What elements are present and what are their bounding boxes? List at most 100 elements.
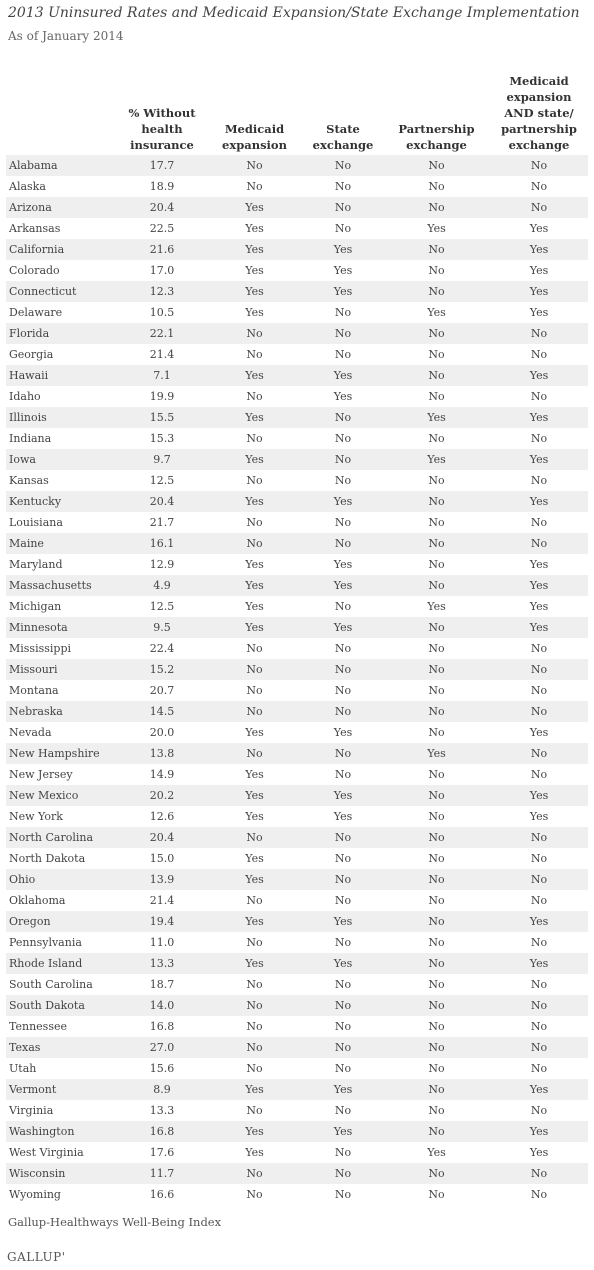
column-header: Partnership exchange: [398, 122, 475, 152]
table-row: Oregon 19.4 Yes Yes No Yes: [6, 911, 588, 932]
value-cell: 19.4: [118, 911, 206, 932]
value-cell: 15.0: [149, 852, 175, 865]
value-cell: No: [334, 768, 352, 781]
value-cell: No: [246, 348, 263, 361]
table-row: Oklahoma 21.4 No No No No: [6, 890, 588, 911]
state-name-cell: Washington: [6, 1121, 118, 1142]
value-cell: No: [303, 659, 383, 680]
value-cell: 18.7: [149, 978, 175, 991]
value-cell: Yes: [206, 785, 303, 806]
value-cell: Yes: [245, 1146, 264, 1159]
value-cell: 17.7: [118, 155, 206, 176]
value-cell: No: [246, 1062, 263, 1075]
table-subtitle: As of January 2014: [8, 29, 124, 43]
value-cell: No: [303, 1037, 383, 1058]
value-cell: No: [383, 239, 490, 260]
value-cell: No: [490, 827, 588, 848]
value-cell: 7.1: [118, 365, 206, 386]
table-row: Connecticut 12.3 Yes Yes No Yes: [6, 281, 588, 302]
value-cell: Yes: [206, 1079, 303, 1100]
value-cell: Yes: [206, 1121, 303, 1142]
state-name-cell: New York: [9, 810, 63, 823]
value-cell: No: [428, 264, 445, 277]
value-cell: Yes: [529, 810, 549, 823]
table-body: Alabama 17.7 No No No No Alaska 18.9 No No No No Ari…: [6, 155, 588, 1205]
value-cell: No: [303, 155, 383, 176]
table-row: Wisconsin 11.7 No No No No: [6, 1163, 588, 1184]
table-row: Idaho 19.9 No Yes No No: [6, 386, 588, 407]
value-cell: No: [490, 155, 588, 176]
value-cell: Yes: [303, 785, 383, 806]
value-cell: Yes: [529, 1146, 549, 1159]
state-name-cell: South Dakota: [6, 995, 118, 1016]
state-name-cell: Georgia: [9, 348, 54, 361]
table-row: Wyoming 16.6 No No No No: [6, 1184, 588, 1205]
value-cell: 20.4: [118, 491, 206, 512]
state-name-cell: Tennessee: [9, 1020, 67, 1033]
value-cell: No: [530, 642, 548, 655]
table-row: New Jersey 14.9 Yes No No No: [6, 764, 588, 785]
value-cell: 12.6: [149, 810, 175, 823]
value-cell: No: [206, 659, 303, 680]
value-cell: No: [428, 180, 445, 193]
state-name-cell: Michigan: [9, 600, 62, 613]
state-name-cell: New Mexico: [6, 785, 118, 806]
value-cell: Yes: [245, 726, 264, 739]
table-row: Maryland 12.9 Yes Yes No Yes: [6, 554, 588, 575]
header-row: % Without health insurance Medicaid expan…: [6, 57, 588, 155]
state-name-cell: Oregon: [6, 911, 118, 932]
value-cell: Yes: [490, 953, 588, 974]
table-row: Indiana 15.3 No No No No: [6, 428, 588, 449]
value-cell: Yes: [206, 449, 303, 470]
table-row: Maine 16.1 No No No No: [6, 533, 588, 554]
table-row: Nevada 20.0 Yes Yes No Yes: [6, 722, 588, 743]
value-cell: Yes: [427, 1146, 446, 1159]
value-cell: No: [383, 911, 490, 932]
column-header: [6, 57, 118, 155]
table-row: Kentucky 20.4 Yes Yes No Yes: [6, 491, 588, 512]
table-row: Minnesota 9.5 Yes Yes No Yes: [6, 617, 588, 638]
value-cell: No: [490, 323, 588, 344]
value-cell: Yes: [303, 239, 383, 260]
value-cell: No: [334, 516, 352, 529]
value-cell: No: [334, 432, 352, 445]
value-cell: Yes: [490, 911, 588, 932]
value-cell: Yes: [303, 1121, 383, 1142]
table-row: Colorado 17.0 Yes Yes No Yes: [6, 260, 588, 281]
state-name-cell: Louisiana: [9, 516, 63, 529]
state-name-cell: Oklahoma: [9, 894, 66, 907]
value-cell: No: [334, 1146, 352, 1159]
value-cell: No: [383, 1079, 490, 1100]
state-name-cell: Colorado: [9, 264, 60, 277]
value-cell: Yes: [206, 953, 303, 974]
state-name-cell: West Virginia: [9, 1146, 84, 1159]
table-row: Florida 22.1 No No No No: [6, 323, 588, 344]
value-cell: Yes: [303, 1079, 383, 1100]
state-name-cell: Indiana: [9, 432, 52, 445]
table-row: New York 12.6 Yes Yes No Yes: [6, 806, 588, 827]
value-cell: No: [303, 323, 383, 344]
value-cell: No: [428, 1062, 445, 1075]
value-cell: Yes: [490, 449, 588, 470]
value-cell: 20.2: [118, 785, 206, 806]
value-cell: Yes: [529, 306, 549, 319]
state-name-cell: Maryland: [9, 558, 63, 571]
value-cell: No: [206, 533, 303, 554]
state-name-cell: Arkansas: [9, 222, 61, 235]
value-cell: 21.4: [149, 348, 175, 361]
state-name-cell: South Carolina: [9, 978, 93, 991]
table-row: West Virginia 17.6 Yes No Yes Yes: [6, 1142, 588, 1163]
value-cell: Yes: [245, 264, 264, 277]
value-cell: No: [334, 894, 352, 907]
value-cell: No: [530, 348, 548, 361]
value-cell: Yes: [490, 407, 588, 428]
value-cell: No: [206, 743, 303, 764]
value-cell: No: [206, 827, 303, 848]
value-cell: No: [383, 869, 490, 890]
value-cell: No: [334, 222, 352, 235]
value-cell: No: [246, 1104, 263, 1117]
value-cell: Yes: [333, 726, 353, 739]
value-cell: Yes: [206, 575, 303, 596]
value-cell: No: [428, 684, 445, 697]
value-cell: No: [334, 1104, 352, 1117]
